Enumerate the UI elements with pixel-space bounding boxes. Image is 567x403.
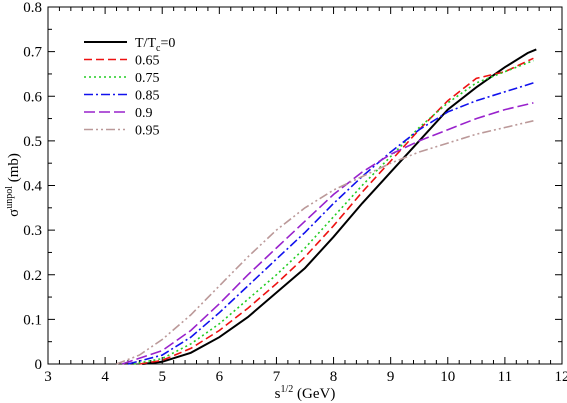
y-tick-label: 0 xyxy=(35,357,43,373)
x-tick-label: 12 xyxy=(555,369,567,385)
x-tick-label: 11 xyxy=(498,369,512,385)
x-tick-label: 6 xyxy=(216,369,224,385)
y-tick-labels: 0 0.1 0.2 0.3 0.4 0.5 0.6 0.7 0.8 xyxy=(23,0,42,373)
series-lines xyxy=(116,48,537,365)
y-tick-label: 0.2 xyxy=(23,268,42,284)
y-tick-label: 0.5 xyxy=(23,134,42,150)
y-axis-title: σunpol (mb) xyxy=(4,153,22,217)
x-tick-label: 4 xyxy=(101,369,109,385)
x-tick-label: 7 xyxy=(273,369,281,385)
x-tick-label: 8 xyxy=(330,369,338,385)
legend-label: 0.75 xyxy=(135,71,160,86)
plot-frame xyxy=(47,6,563,365)
x-tick-label: 3 xyxy=(44,369,52,385)
x-tick-label: 5 xyxy=(158,369,166,385)
y-axis-title-rest: (mb) xyxy=(6,153,22,186)
y-tick-label: 0.3 xyxy=(23,223,42,239)
series-line-4 xyxy=(121,102,534,365)
legend-label-sub: c xyxy=(156,43,161,54)
y-axis-title-base: σ xyxy=(6,209,22,217)
series-line-2 xyxy=(133,59,534,365)
y-axis-title-sup: unpol xyxy=(4,186,15,209)
x-axis-title-rest: (GeV) xyxy=(293,386,335,402)
legend-label-rest: =0 xyxy=(160,36,175,51)
y-tick-label: 0.1 xyxy=(23,312,42,328)
x-axis-title-base: s xyxy=(275,386,281,402)
series-line-1 xyxy=(139,57,534,365)
series-line-5 xyxy=(116,120,534,365)
x-axis-title-sup: 1/2 xyxy=(280,384,293,395)
legend: T/Tc=00.65 0.75 0.85 0.9 0.95 xyxy=(84,36,175,139)
y-tick-label: 0.8 xyxy=(23,0,42,16)
x-tick-label: 9 xyxy=(387,369,395,385)
y-tick-label: 0.7 xyxy=(23,45,42,61)
legend-label: 0.65 xyxy=(135,54,160,69)
legend-label: 0.85 xyxy=(135,89,160,104)
series-line-0 xyxy=(142,48,537,365)
series-line-3 xyxy=(127,82,534,365)
legend-label: T/Tc=0 xyxy=(135,36,175,54)
x-tick-labels: 3 4 5 6 7 8 9 10 11 12 xyxy=(44,369,567,385)
legend-label: 0.95 xyxy=(135,124,160,139)
tick-marks xyxy=(47,6,563,365)
legend-label: 0.9 xyxy=(135,106,153,121)
y-tick-label: 0.4 xyxy=(23,179,42,195)
x-tick-label: 10 xyxy=(440,369,455,385)
legend-label-base: T/T xyxy=(135,36,156,51)
y-tick-label: 0.6 xyxy=(23,89,42,105)
x-axis-title: s1/2 (GeV) xyxy=(275,384,336,402)
